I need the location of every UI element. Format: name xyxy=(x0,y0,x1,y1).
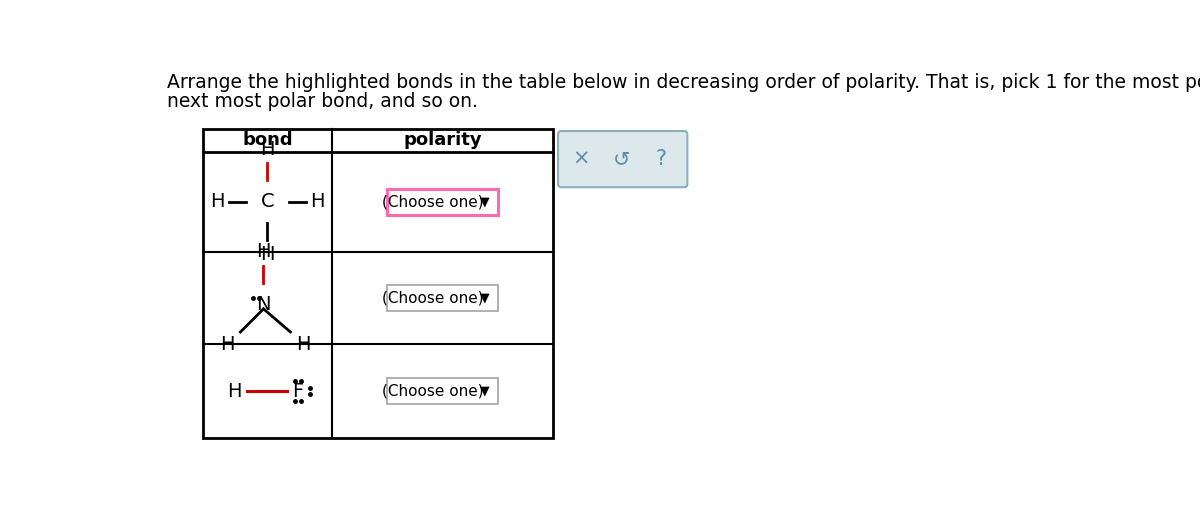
Text: ×: × xyxy=(572,149,590,169)
Text: N: N xyxy=(257,295,271,314)
Text: Arrange the highlighted bonds in the table below in decreasing order of polarity: Arrange the highlighted bonds in the tab… xyxy=(167,73,1200,92)
Text: H: H xyxy=(228,382,242,401)
FancyBboxPatch shape xyxy=(558,131,688,187)
Text: F: F xyxy=(293,382,304,401)
Text: H: H xyxy=(221,335,235,354)
Text: H: H xyxy=(260,140,275,158)
Text: H: H xyxy=(296,335,311,354)
FancyBboxPatch shape xyxy=(386,378,498,404)
Text: (Choose one): (Choose one) xyxy=(383,384,484,399)
Text: ?: ? xyxy=(655,149,667,169)
Text: H: H xyxy=(260,245,275,264)
Text: H: H xyxy=(210,193,224,211)
Text: H: H xyxy=(310,193,324,211)
Text: polarity: polarity xyxy=(403,131,482,149)
Text: ▼: ▼ xyxy=(480,385,490,398)
Text: H: H xyxy=(257,242,271,261)
Text: ▼: ▼ xyxy=(480,196,490,208)
Text: ↺: ↺ xyxy=(612,149,630,169)
Text: C: C xyxy=(260,193,274,211)
Text: next most polar bond, and so on.: next most polar bond, and so on. xyxy=(167,92,478,111)
FancyBboxPatch shape xyxy=(386,285,498,311)
Text: ▼: ▼ xyxy=(480,292,490,305)
FancyBboxPatch shape xyxy=(386,189,498,215)
Text: (Choose one): (Choose one) xyxy=(383,195,484,209)
Text: (Choose one): (Choose one) xyxy=(383,291,484,306)
Text: bond: bond xyxy=(242,131,293,149)
